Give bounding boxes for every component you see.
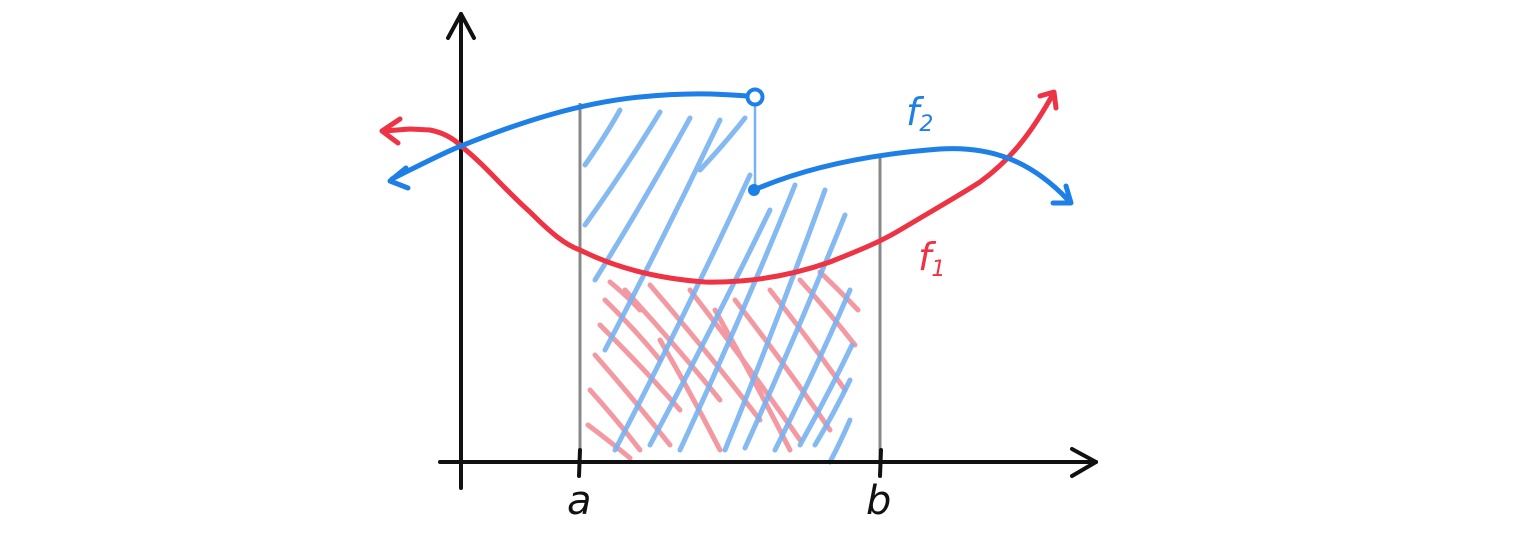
f2-closed-endpoint	[748, 184, 760, 196]
f2-left-piece	[389, 91, 750, 182]
f1-hatch-stroke	[585, 422, 633, 461]
f2-hatch-stroke	[647, 207, 773, 448]
f2-hatch-stroke	[812, 377, 853, 448]
y-axis-arrowhead	[446, 12, 476, 40]
f2-hatch-stroke	[582, 107, 623, 168]
f2-hatch-stroke	[742, 212, 848, 451]
f2-hatch-stroke	[697, 115, 748, 173]
f1-label: f1	[918, 235, 945, 282]
f1-hatch-stroke	[587, 387, 643, 453]
f1-curve	[379, 89, 1059, 285]
f2-hatch-stroke	[827, 417, 853, 465]
f1-hatch-stroke	[647, 282, 763, 423]
tick-label-a: a	[567, 478, 592, 524]
f1-hatch-stroke	[602, 297, 663, 363]
f2-left-arrowhead	[387, 165, 411, 191]
f1-left-arrowhead	[379, 116, 403, 146]
f2-hatch-stroke	[722, 187, 828, 453]
f2-hatch-stroke	[772, 287, 853, 453]
f2-label: f2	[906, 90, 933, 137]
f2-hatch-stroke	[612, 172, 753, 453]
f1-hatch-stroke	[797, 277, 858, 348]
tick-label-b: b	[866, 478, 891, 524]
f2-open-endpoint	[745, 87, 765, 107]
f1-right-arrowhead	[1037, 89, 1059, 111]
f1-hatch-stroke	[592, 352, 673, 448]
tick-a-mark	[577, 448, 582, 478]
f2-hatch-stroke	[677, 182, 798, 453]
f2-hatch-stroke	[797, 342, 855, 448]
f1-hatch-stroke	[817, 269, 861, 313]
tick-b-mark	[878, 448, 883, 478]
axes	[438, 12, 1098, 490]
f1-label-subscript: 1	[931, 257, 945, 282]
f2-right-piece	[751, 146, 1071, 203]
f2-hatch-stroke	[602, 117, 723, 353]
f2-area-hatching	[582, 107, 855, 465]
x-axis-arrowhead	[1070, 447, 1098, 478]
f2-curve	[387, 91, 1074, 206]
f2-label-subscript: 2	[919, 112, 933, 137]
f2-right-arrowhead	[1050, 183, 1074, 206]
f2-hatch-stroke	[582, 109, 663, 228]
f1-path	[381, 93, 1055, 285]
